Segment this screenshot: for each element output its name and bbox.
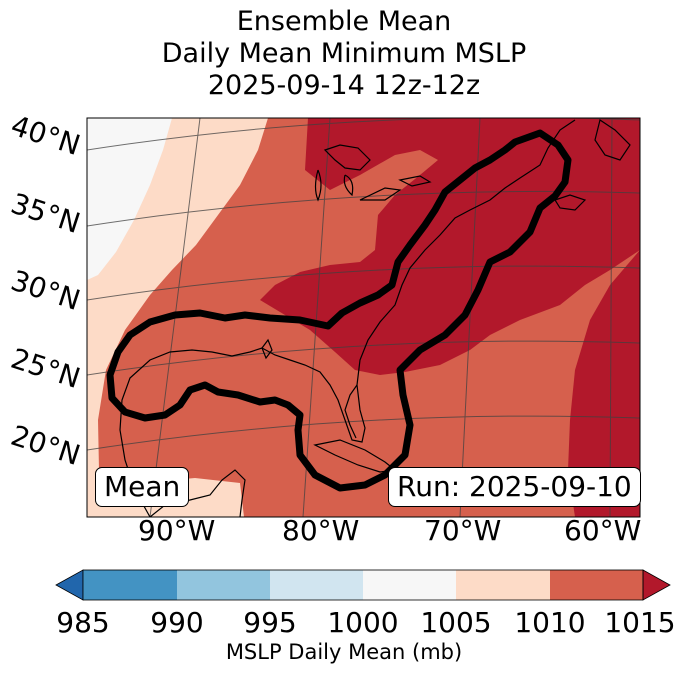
colorbar-extend-high [642,569,671,601]
colorbar-label: MSLP Daily Mean (mb) [225,640,463,664]
pressure-field-1015-east [568,250,640,517]
colorbar-tick-990: 990 [150,606,204,639]
pressure-field-1015-north [260,118,640,375]
colorbar-tick-985: 985 [56,606,110,639]
colorbar-bin-985-990 [83,570,177,600]
colorbar-tick-995: 995 [243,606,297,639]
lon-label-70w: 70°W [424,514,502,547]
highlight-region-outline [106,129,572,492]
colorbar-tick-1005: 1005 [420,606,492,639]
colorbar-bin-995-1000 [270,570,363,600]
colorbar-bin-1010-1015 [550,570,643,600]
lon-label-60w: 60°W [564,514,642,547]
colorbar-bin-1000-1005 [363,570,456,600]
lon-label-80w: 80°W [282,514,360,547]
colorbar-bin-1005-1010 [456,570,550,600]
run-date-badge: Run: 2025-09-10 [388,467,641,507]
title-line-2: Daily Mean Minimum MSLP [161,38,527,69]
title-line-3: 2025-09-14 12z-12z [207,70,481,101]
title-line-1: Ensemble Mean [236,6,452,37]
colorbar-tick-1015: 1015 [604,606,676,639]
colorbar-tick-1000: 1000 [327,606,399,639]
lon-label-90w: 90°W [138,514,216,547]
colorbar-extend-low [55,569,84,601]
mean-badge: Mean [95,467,190,507]
coastlines [119,119,631,517]
colorbar [55,569,671,601]
colorbar-bin-990-995 [177,570,270,600]
pressure-field-1000-1005 [87,118,172,280]
colorbar-tick-1010: 1010 [514,606,586,639]
map-frame [86,117,641,518]
